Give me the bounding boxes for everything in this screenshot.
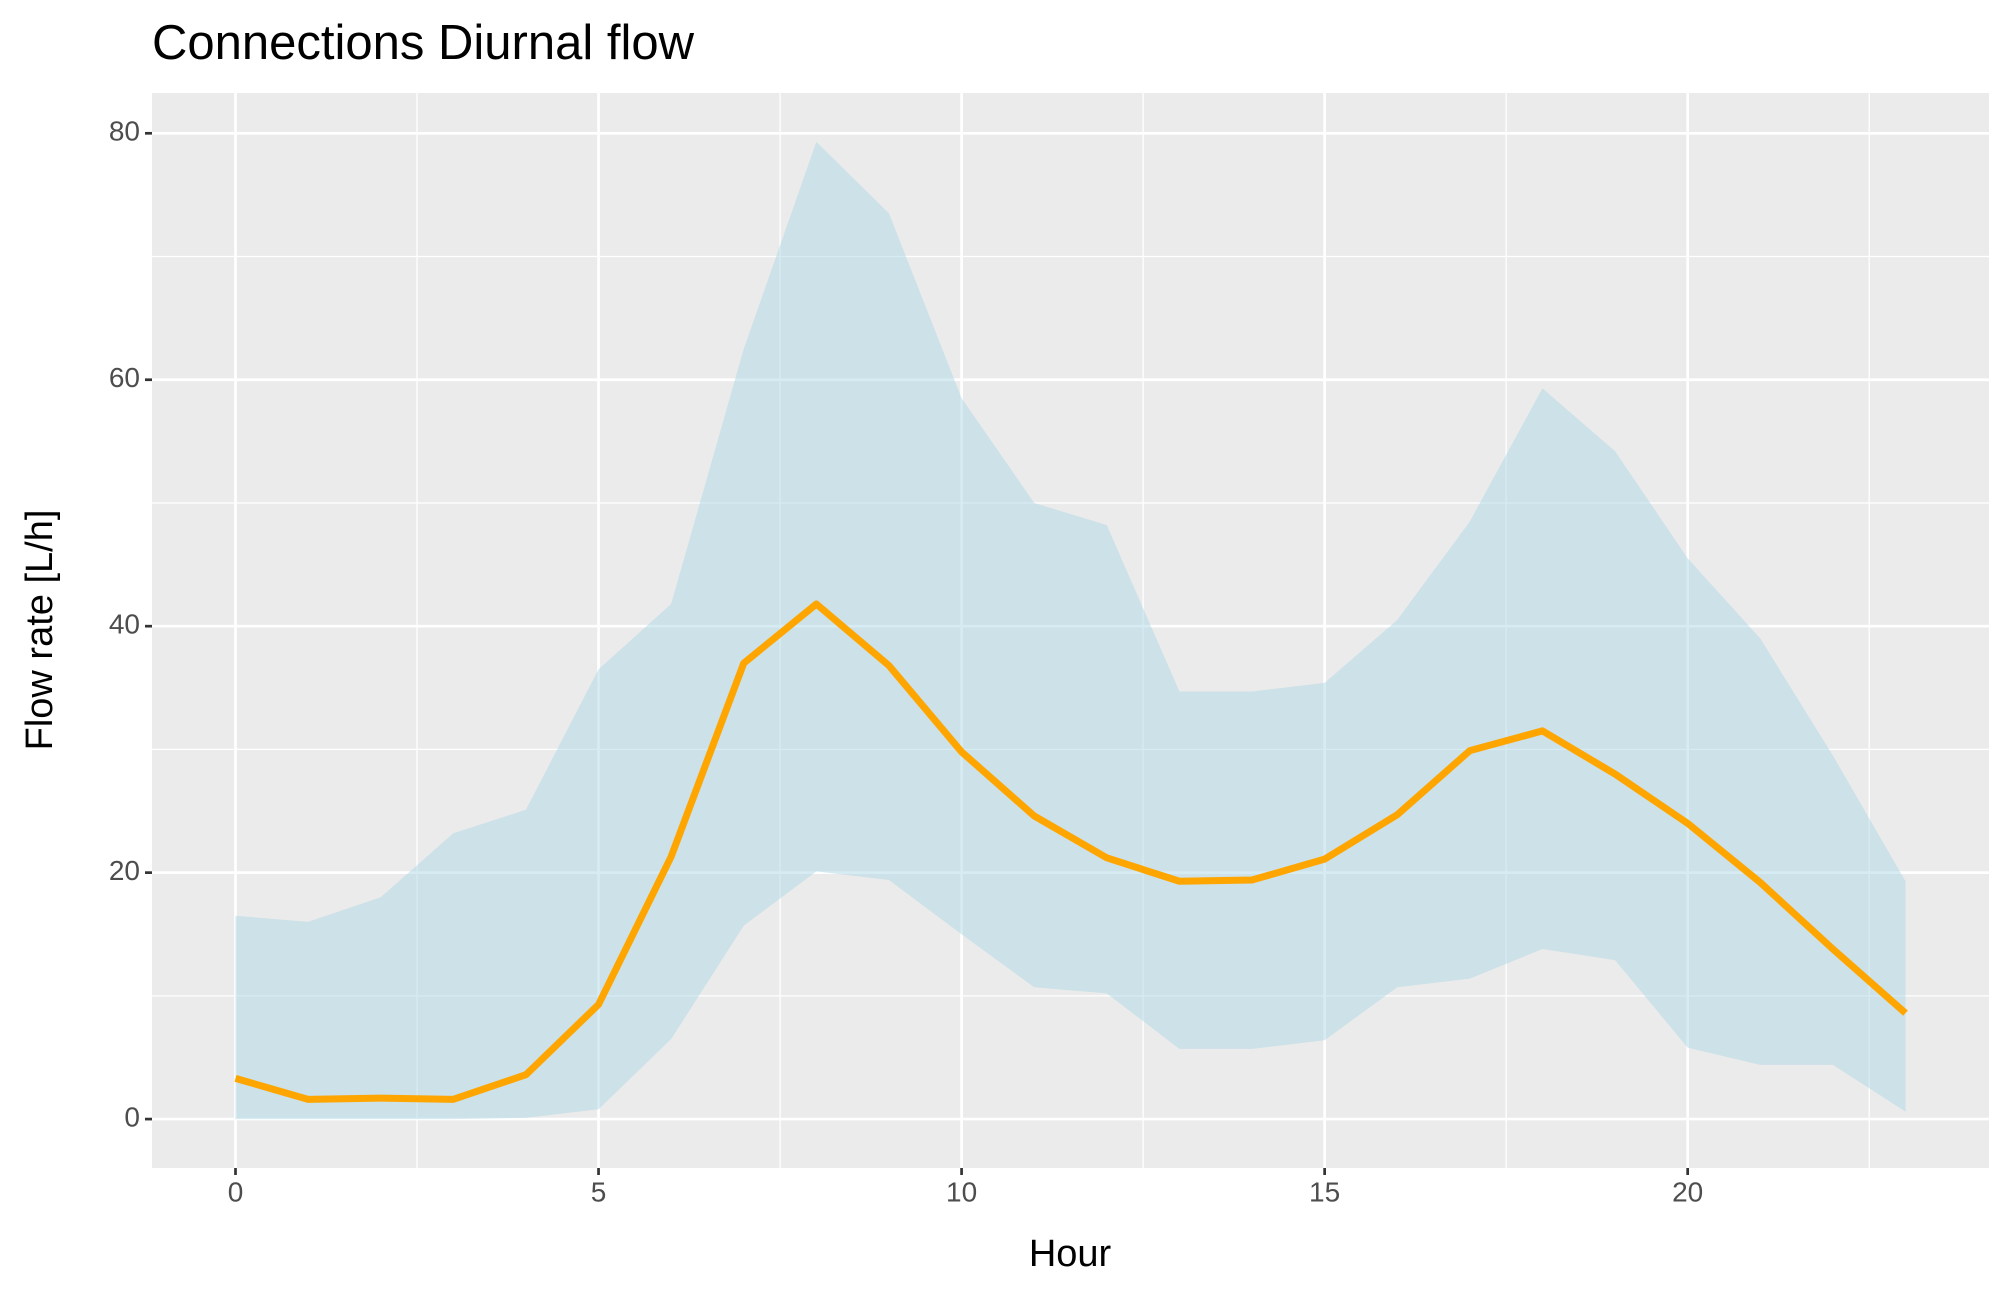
- y-tick-label: 40: [109, 609, 140, 640]
- x-tick-label: 20: [1672, 1176, 1703, 1207]
- y-tick-label: 80: [109, 116, 140, 147]
- y-axis-title: Flow rate [L/h]: [19, 510, 61, 751]
- x-axis-title: Hour: [1029, 1233, 1112, 1275]
- x-tick-label: 5: [591, 1176, 607, 1207]
- line: [234, 600, 1908, 1103]
- chart-title: Connections Diurnal flow: [152, 16, 695, 70]
- x-tick-label: 10: [946, 1176, 977, 1207]
- y-tick-label: 60: [109, 362, 140, 393]
- x-tick-label: 0: [228, 1176, 244, 1207]
- x-tick-label: 15: [1309, 1176, 1340, 1207]
- y-tick-label: 20: [109, 855, 140, 886]
- y-tick-label: 0: [124, 1101, 140, 1132]
- ribbon: [235, 141, 1906, 1120]
